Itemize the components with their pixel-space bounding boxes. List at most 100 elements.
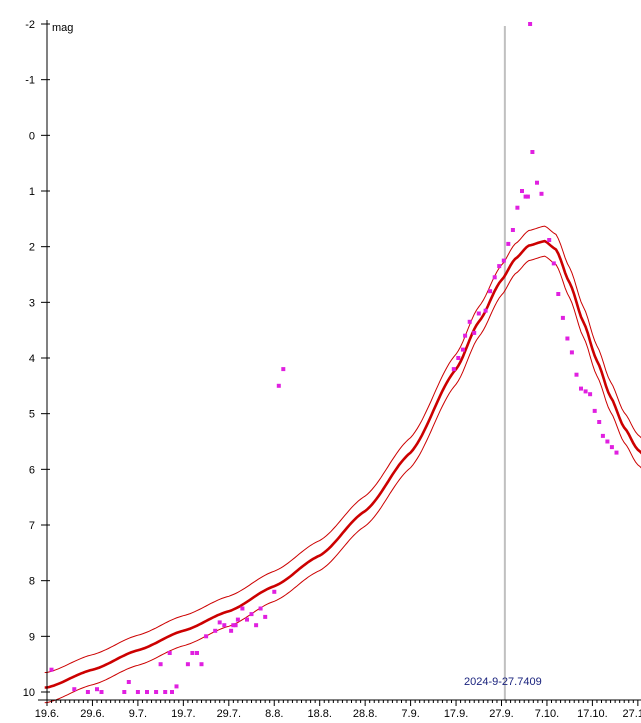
observation-point xyxy=(592,408,597,413)
y-tick-label: -1 xyxy=(25,75,35,87)
y-tick-label: 2 xyxy=(29,242,35,254)
y-tick-label: 1 xyxy=(29,186,35,198)
x-tick-label: 17.10. xyxy=(577,708,608,720)
observation-point xyxy=(483,308,488,313)
observation-point xyxy=(569,350,574,355)
model-curve-main xyxy=(44,239,641,689)
observation-point xyxy=(254,623,259,628)
observation-point xyxy=(195,651,199,655)
observations-layer xyxy=(49,22,619,694)
observation-point xyxy=(520,189,524,193)
observation-point xyxy=(190,651,195,655)
y-tick-label: 9 xyxy=(29,631,35,643)
observation-point xyxy=(488,289,493,294)
observation-point xyxy=(95,687,99,692)
x-tick-label: 19.7. xyxy=(171,708,195,720)
observation-point xyxy=(530,150,535,154)
observation-point xyxy=(263,614,268,619)
observation-point xyxy=(547,238,552,242)
observation-point xyxy=(597,420,602,424)
observation-point xyxy=(249,612,254,617)
x-tick-label: 7.9. xyxy=(401,708,419,720)
observation-point xyxy=(272,589,277,594)
y-tick-label: 4 xyxy=(29,353,35,365)
observation-point xyxy=(258,606,263,611)
observation-point xyxy=(506,241,511,246)
observation-point xyxy=(281,367,286,372)
observation-point xyxy=(614,450,619,455)
observation-point xyxy=(535,180,539,185)
observation-point xyxy=(492,275,497,280)
observation-point xyxy=(556,292,561,296)
observation-point xyxy=(233,623,238,628)
observation-point xyxy=(240,606,245,611)
x-tick-label: 9.7. xyxy=(129,708,147,720)
observation-point xyxy=(574,372,579,377)
observation-point xyxy=(158,662,163,667)
observation-point xyxy=(72,687,77,692)
observation-point xyxy=(467,319,472,324)
observation-point xyxy=(174,684,179,689)
observation-point xyxy=(199,662,204,667)
x-tick-label: 28.8. xyxy=(353,708,377,720)
observation-point xyxy=(456,356,461,360)
observation-point xyxy=(525,194,530,199)
y-tick-label: 3 xyxy=(29,297,35,309)
x-tick-label: 8.8. xyxy=(265,708,283,720)
observation-point xyxy=(605,439,610,444)
date-marker-label: 2024-9-27.7409 xyxy=(464,676,542,688)
x-tick-label: 27.10. xyxy=(623,708,641,720)
observation-point xyxy=(560,315,565,320)
observation-point xyxy=(163,690,168,694)
observation-point xyxy=(49,667,54,672)
y-axis-unit-label: mag xyxy=(52,22,73,34)
x-tick-label: 17.9. xyxy=(444,708,468,720)
model-curve-upper-bound xyxy=(44,225,641,673)
observation-point xyxy=(235,617,240,622)
observation-point xyxy=(204,634,209,639)
observation-point xyxy=(528,22,533,26)
observation-point xyxy=(451,367,456,372)
y-tick-label: -2 xyxy=(25,19,35,31)
observation-point xyxy=(539,191,544,196)
observation-point xyxy=(565,336,570,341)
observation-point xyxy=(99,690,104,694)
observation-point xyxy=(609,445,614,450)
observation-point xyxy=(476,311,481,316)
observation-point xyxy=(600,433,605,438)
x-tick-label: 29.7. xyxy=(217,708,241,720)
observation-point xyxy=(145,690,149,694)
observation-point xyxy=(170,690,174,694)
observation-point xyxy=(515,205,520,210)
observation-point xyxy=(185,662,190,667)
observation-point xyxy=(231,623,236,628)
date-marker-layer: 2024-9-27.7409 xyxy=(464,26,542,700)
observation-point xyxy=(463,333,468,338)
observation-point xyxy=(460,347,465,352)
observation-point xyxy=(222,623,227,628)
x-tick-label: 27.9. xyxy=(489,708,513,720)
x-tick-label: 19.6. xyxy=(35,708,59,720)
y-tick-label: 0 xyxy=(29,130,35,142)
observation-point xyxy=(122,690,127,694)
y-tick-label: 10 xyxy=(23,687,35,699)
observation-point xyxy=(510,228,515,232)
x-tick-label: 18.8. xyxy=(307,708,331,720)
observation-point xyxy=(523,194,528,199)
y-tick-label: 5 xyxy=(29,409,35,421)
observation-point xyxy=(85,690,90,694)
observation-point xyxy=(245,617,249,622)
observation-point xyxy=(588,392,593,397)
observation-point xyxy=(583,389,588,394)
observation-point xyxy=(472,330,477,335)
observation-point xyxy=(497,264,502,269)
y-tick-label: 6 xyxy=(29,464,35,476)
observation-point xyxy=(501,258,506,263)
y-tick-label: 8 xyxy=(29,576,35,588)
observation-point xyxy=(229,628,234,633)
observation-point xyxy=(276,383,281,388)
y-tick-label: 7 xyxy=(29,520,35,532)
